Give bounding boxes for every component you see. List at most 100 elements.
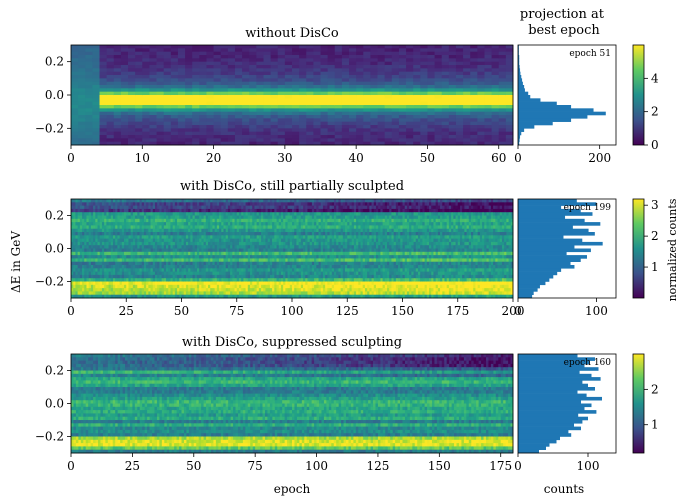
heatmap-cell bbox=[477, 101, 485, 106]
heatmap-cell bbox=[185, 212, 189, 216]
projection-bar bbox=[518, 101, 557, 106]
heatmap-cell bbox=[267, 228, 271, 233]
heatmap-cell bbox=[113, 91, 122, 96]
heatmap-cell bbox=[278, 222, 282, 226]
heatmap-cell bbox=[192, 45, 200, 49]
heatmap-cell bbox=[124, 238, 127, 243]
projection-bar bbox=[518, 128, 525, 132]
heatmap-cell bbox=[258, 278, 262, 282]
heatmap-cell bbox=[238, 284, 242, 289]
heatmap-cell bbox=[242, 75, 250, 79]
heatmap-cell bbox=[168, 284, 171, 289]
heatmap-cell bbox=[238, 261, 242, 266]
heatmap-cell bbox=[174, 215, 178, 220]
heatmap-cell bbox=[292, 258, 295, 263]
heatmap-cell bbox=[141, 284, 145, 289]
heatmap-cell bbox=[101, 294, 105, 299]
heatmap-cell bbox=[214, 205, 218, 210]
heatmap-cell bbox=[455, 78, 464, 83]
heatmap-cell bbox=[272, 215, 275, 220]
heatmap-cell bbox=[92, 61, 100, 66]
heatmap-cell bbox=[181, 274, 185, 279]
heatmap-cell bbox=[78, 111, 86, 116]
heatmap-cell bbox=[199, 91, 207, 96]
heatmap-cell bbox=[166, 245, 169, 249]
heatmap-cell bbox=[205, 202, 209, 206]
heatmap-cell bbox=[168, 248, 171, 253]
heatmap-cell bbox=[498, 55, 507, 59]
heatmap-cell bbox=[306, 45, 314, 49]
heatmap-cell bbox=[188, 205, 191, 210]
heatmap-cell bbox=[120, 91, 129, 96]
heatmap-cell bbox=[135, 288, 138, 292]
heatmap-cell bbox=[183, 288, 187, 292]
heatmap-cell bbox=[205, 218, 209, 223]
heatmap-cell bbox=[157, 199, 160, 203]
heatmap-cell bbox=[78, 81, 86, 86]
heatmap-cell bbox=[179, 294, 182, 299]
heatmap-cell bbox=[85, 138, 93, 143]
heatmap-cell bbox=[192, 68, 200, 73]
heatmap-cell bbox=[132, 255, 136, 259]
heatmap-cell bbox=[242, 141, 250, 146]
heatmap-cell bbox=[327, 58, 336, 63]
heatmap-cell bbox=[455, 105, 464, 109]
heatmap-cell bbox=[448, 138, 457, 143]
heatmap-cell bbox=[427, 118, 435, 123]
heatmap-cell bbox=[292, 248, 295, 253]
heatmap-cell bbox=[156, 45, 165, 49]
heatmap-cell bbox=[261, 202, 264, 206]
heatmap-cell bbox=[252, 255, 255, 259]
heatmap-cell bbox=[75, 228, 79, 233]
heatmap-cell bbox=[210, 288, 213, 292]
heatmap-cell bbox=[477, 138, 485, 143]
heatmap-cell bbox=[269, 265, 273, 269]
heatmap-cell bbox=[156, 48, 165, 53]
heatmap-cell bbox=[92, 101, 100, 106]
heatmap-cell bbox=[234, 98, 243, 103]
heatmap-cell bbox=[130, 278, 134, 282]
heatmap-cell bbox=[238, 291, 242, 296]
heatmap-cell bbox=[245, 228, 249, 233]
heatmap-cell bbox=[137, 255, 140, 259]
heatmap-cell bbox=[263, 91, 272, 96]
heatmap-cell bbox=[99, 78, 108, 83]
heatmap-cell bbox=[223, 274, 227, 279]
heatmap-cell bbox=[190, 232, 193, 236]
heatmap-cell bbox=[349, 88, 357, 93]
heatmap-cell bbox=[505, 128, 514, 133]
heatmap-cell bbox=[334, 101, 343, 106]
heatmap-cell bbox=[119, 274, 123, 279]
heatmap-cell bbox=[117, 271, 121, 276]
heatmap-cell bbox=[263, 218, 266, 223]
heatmap-cell bbox=[79, 232, 83, 236]
heatmap-cell bbox=[294, 255, 297, 259]
heatmap-cell bbox=[112, 225, 116, 230]
heatmap-cell bbox=[219, 265, 222, 269]
heatmap-cell bbox=[85, 75, 93, 79]
heatmap-cell bbox=[214, 284, 218, 289]
heatmap-cell bbox=[223, 268, 227, 272]
heatmap-cell bbox=[166, 222, 169, 226]
heatmap-cell bbox=[413, 68, 421, 73]
heatmap-cell bbox=[119, 268, 123, 272]
heatmap-cell bbox=[77, 274, 81, 279]
heatmap-cell bbox=[110, 258, 114, 263]
heatmap-cell bbox=[327, 88, 336, 93]
heatmap-cell bbox=[484, 101, 493, 106]
heatmap-cell bbox=[199, 51, 207, 56]
heatmap-cell bbox=[391, 91, 400, 96]
heatmap-cell bbox=[121, 218, 125, 223]
heatmap-cell bbox=[327, 98, 336, 103]
heatmap-cell bbox=[213, 121, 222, 126]
heatmap-cell bbox=[170, 51, 179, 56]
heatmap-cell bbox=[119, 241, 123, 246]
heatmap-cell bbox=[95, 212, 98, 216]
heatmap-cell bbox=[284, 68, 293, 73]
heatmap-cell bbox=[216, 215, 220, 220]
heatmap-cell bbox=[124, 232, 127, 236]
heatmap-cell bbox=[327, 51, 336, 56]
heatmap-cell bbox=[99, 91, 108, 96]
heatmap-cell bbox=[370, 68, 378, 73]
heatmap-cell bbox=[455, 111, 464, 116]
